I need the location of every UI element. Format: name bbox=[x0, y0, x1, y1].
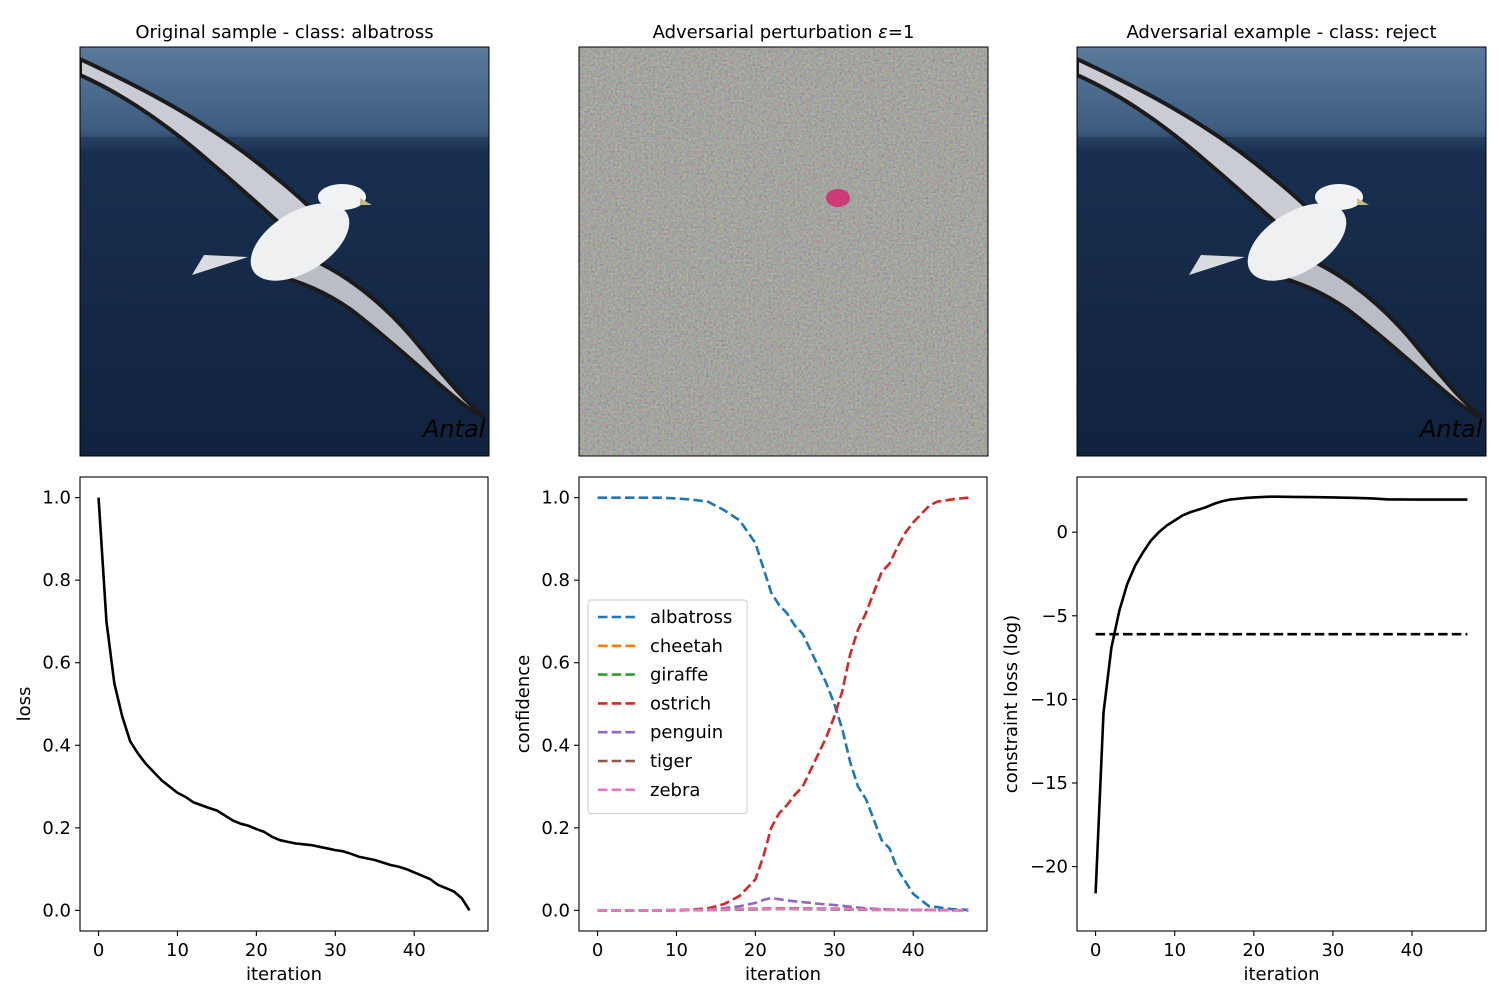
x-tick-label: 0 bbox=[93, 940, 104, 961]
y-tick-label: −20 bbox=[1030, 857, 1068, 878]
y-tick-label: 0.0 bbox=[42, 900, 71, 921]
bird-head bbox=[1315, 184, 1363, 210]
x-tick-label: 20 bbox=[245, 940, 268, 961]
plot-frame bbox=[578, 476, 988, 932]
y-tick-label: 0.6 bbox=[42, 653, 71, 674]
x-tick-label: 20 bbox=[744, 940, 767, 961]
x-tick-label: 30 bbox=[823, 940, 846, 961]
legend-label-zebra: zebra bbox=[650, 780, 700, 801]
plot-area bbox=[80, 477, 488, 931]
watermark: Antal bbox=[421, 415, 486, 443]
x-tick-label: 20 bbox=[1242, 940, 1265, 961]
series-line-zebra bbox=[597, 907, 969, 912]
x-tick-label: 40 bbox=[1401, 940, 1424, 961]
perturbation-title: Adversarial perturbation ε=1 bbox=[653, 22, 915, 43]
bird-beak bbox=[360, 198, 372, 205]
y-tick-label: 0.8 bbox=[541, 570, 570, 591]
confidence-chart: 0 10 20 30 40 0.0 0.2 0.4 0.6 0.8 1.0 iteration conf… bbox=[513, 476, 988, 985]
perturbation-noise bbox=[579, 47, 988, 456]
bird-tail bbox=[192, 255, 248, 275]
y-tick-label: −15 bbox=[1030, 773, 1068, 794]
adversarial-frame bbox=[1076, 46, 1487, 457]
bird-body bbox=[237, 187, 362, 296]
near-wing bbox=[275, 252, 485, 417]
y-tick-label: 0.8 bbox=[42, 570, 71, 591]
plot-area bbox=[1077, 477, 1486, 931]
y-axis-label: constraint loss (log) bbox=[1001, 615, 1022, 793]
legend-label-giraffe: giraffe bbox=[650, 665, 708, 686]
y-tick-label: 0.4 bbox=[42, 735, 71, 756]
y-tick-label: 0.0 bbox=[541, 900, 570, 921]
x-axis-label: iteration bbox=[246, 964, 322, 985]
y-tick-label: 0 bbox=[1057, 522, 1068, 543]
legend-label-albatross: albatross bbox=[650, 607, 732, 628]
perturbation-panel: Adversarial perturbation ε=1 bbox=[578, 22, 989, 457]
y-tick-label: −10 bbox=[1030, 689, 1068, 710]
legend-label-cheetah: cheetah bbox=[650, 636, 723, 657]
x-tick-label: 10 bbox=[166, 940, 189, 961]
bird-head bbox=[318, 184, 366, 210]
perturbation-hotspot bbox=[826, 189, 850, 207]
original-title: Original sample - class: albatross bbox=[135, 22, 433, 43]
watermark: Antal bbox=[1418, 415, 1483, 443]
adversarial-image-panel: Adversarial example - class: reject Anta… bbox=[1076, 22, 1487, 457]
x-tick-label: 40 bbox=[403, 940, 426, 961]
plot-frame bbox=[1076, 476, 1487, 932]
bird-tail bbox=[1189, 255, 1245, 275]
series-line-series-0 bbox=[1094, 495, 1468, 894]
adversarial-title: Adversarial example - class: reject bbox=[1126, 22, 1436, 43]
legend-label-ostrich: ostrich bbox=[650, 693, 711, 714]
y-axis-label: loss bbox=[14, 687, 35, 722]
albatross-image: Antal bbox=[80, 59, 489, 456]
x-tick-label: 10 bbox=[665, 940, 688, 961]
y-tick-label: 0.2 bbox=[541, 818, 570, 839]
legend-label-tiger: tiger bbox=[650, 751, 693, 772]
x-axis-label: iteration bbox=[745, 964, 821, 985]
y-tick-label: 0.4 bbox=[541, 735, 570, 756]
plot-frame bbox=[79, 476, 489, 932]
y-tick-label: 1.0 bbox=[541, 488, 570, 509]
series-line-series-0 bbox=[97, 497, 471, 912]
x-tick-label: 30 bbox=[1321, 940, 1344, 961]
adversarial-albatross-image: Antal bbox=[1077, 56, 1486, 456]
x-tick-label: 30 bbox=[324, 940, 347, 961]
series-line-penguin bbox=[597, 896, 969, 912]
perturbation-frame bbox=[578, 46, 989, 457]
y-axis-label: confidence bbox=[513, 655, 534, 754]
original-image-panel: Original sample - class: albatross Antal bbox=[79, 22, 490, 457]
x-tick-label: 0 bbox=[1090, 940, 1101, 961]
series-line-albatross bbox=[597, 496, 969, 912]
y-tick-label: −5 bbox=[1041, 606, 1068, 627]
bird-beak bbox=[1357, 198, 1369, 205]
original-frame bbox=[79, 46, 490, 457]
x-tick-label: 10 bbox=[1163, 940, 1186, 961]
y-tick-label: 1.0 bbox=[42, 488, 71, 509]
legend-label-penguin: penguin bbox=[650, 722, 723, 743]
y-tick-label: 0.6 bbox=[541, 653, 570, 674]
loss-chart: 0 10 20 30 40 0.0 0.2 0.4 0.6 0.8 1.0 iteration loss bbox=[14, 476, 489, 985]
near-wing bbox=[1268, 249, 1484, 419]
bird-body bbox=[1247, 203, 1347, 281]
x-tick-label: 0 bbox=[592, 940, 603, 961]
y-tick-label: 0.2 bbox=[42, 818, 71, 839]
x-tick-label: 40 bbox=[902, 940, 925, 961]
x-axis-label: iteration bbox=[1243, 964, 1319, 985]
constraint-loss-chart: 0 10 20 30 40 −20 −15 −10 −5 0 iteration constraint… bbox=[1001, 476, 1487, 985]
